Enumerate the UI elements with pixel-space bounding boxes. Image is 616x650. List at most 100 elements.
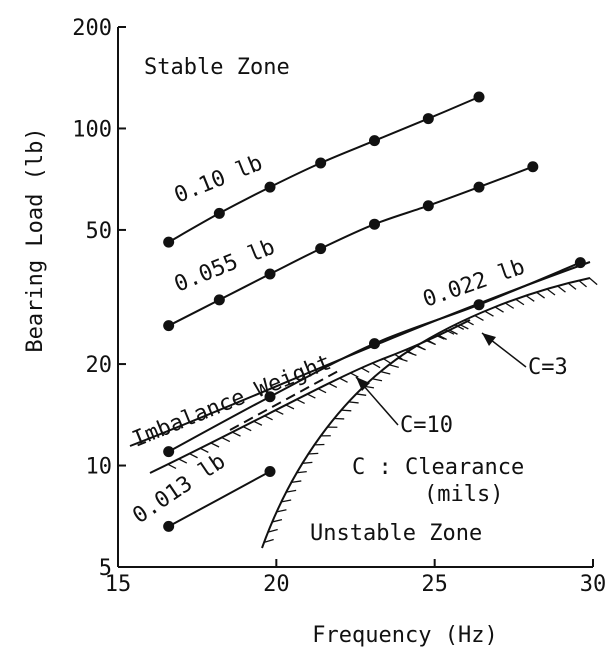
- boundary-curve-c10-dashed: [229, 369, 341, 431]
- axes: [117, 27, 593, 568]
- y-tick-label: 50: [86, 219, 113, 244]
- data-point: [473, 181, 485, 193]
- y-tick-label: 200: [72, 16, 112, 41]
- unstable-zone-label: Unstable Zone: [310, 521, 482, 546]
- hatch-mark: [307, 393, 316, 399]
- data-point: [264, 466, 276, 478]
- y-ticks: 5 10 20 50 100 200: [72, 16, 126, 581]
- hatch-mark: [339, 377, 348, 383]
- series-line: [168, 470, 271, 528]
- data-point: [163, 320, 175, 332]
- hatch-mark: [350, 372, 359, 378]
- y-axis-title: Bearing Load (lb): [23, 127, 48, 352]
- x-tick-label: 25: [421, 572, 448, 597]
- data-point: [315, 157, 327, 169]
- series-0: [163, 91, 485, 248]
- hatch-mark: [281, 499, 292, 503]
- hatch-mark: [210, 442, 220, 448]
- c10-label: C=10: [400, 413, 453, 438]
- data-point: [473, 299, 485, 311]
- hatch-mark: [484, 310, 494, 317]
- y-tick-label: 10: [86, 455, 113, 480]
- hatch-mark: [454, 324, 465, 330]
- data-point: [369, 135, 380, 147]
- data-point: [422, 200, 434, 212]
- hatch-mark: [178, 458, 188, 464]
- c3-leader-arrow: [481, 332, 527, 368]
- hatch-mark: [438, 334, 447, 341]
- hatch-mark: [276, 509, 287, 513]
- hatch-mark: [380, 370, 391, 375]
- hatch-mark: [263, 538, 274, 543]
- hatch-mark: [504, 302, 515, 309]
- y-tick-label: 20: [86, 353, 113, 378]
- clearance-units-label: (mils): [424, 482, 503, 507]
- hatch-mark: [264, 415, 273, 421]
- hatch-mark: [567, 282, 577, 290]
- hatch-mark: [286, 489, 297, 493]
- data-point: [369, 218, 380, 230]
- hatch-mark: [189, 453, 198, 459]
- hatch-mark: [464, 319, 474, 326]
- hatch-mark: [308, 452, 319, 455]
- hatch-mark: [449, 329, 458, 335]
- c3-label: C=3: [528, 355, 568, 380]
- data-point: [422, 113, 434, 125]
- x-axis-title: Frequency (Hz): [312, 623, 497, 648]
- hatch-mark: [397, 357, 408, 362]
- hatch-mark: [302, 461, 313, 464]
- data-point: [163, 236, 175, 248]
- data-point: [264, 391, 276, 403]
- hatch-mark: [444, 329, 455, 335]
- hatch-mark: [546, 288, 556, 296]
- hatch-mark: [589, 277, 598, 286]
- hatch-mark: [383, 358, 392, 365]
- data-point: [163, 520, 175, 532]
- hatch-mark: [388, 364, 399, 369]
- data-point: [369, 338, 380, 350]
- hatch-mark: [425, 339, 436, 345]
- hatch-mark: [296, 470, 307, 474]
- hatch-mark: [525, 295, 535, 302]
- x-ticks: 15 20 25 30: [105, 559, 607, 597]
- hatch-mark: [515, 298, 525, 306]
- hatch-mark: [394, 353, 403, 360]
- series-1: [163, 161, 539, 332]
- data-point: [264, 268, 276, 280]
- hatch-mark: [272, 518, 283, 523]
- imbalance-weight-label: Imbalance Weight: [129, 350, 335, 453]
- data-point: [473, 91, 485, 103]
- boundary-curve-c3: [261, 277, 591, 549]
- hatch-mark: [296, 398, 305, 405]
- hatch-mark: [494, 306, 504, 313]
- hatch-mark: [435, 334, 445, 340]
- series-group: [163, 91, 586, 532]
- hatch-mark: [348, 401, 359, 404]
- hatch-mark: [242, 426, 252, 432]
- data-point: [527, 161, 539, 173]
- x-tick-label: 30: [580, 572, 607, 597]
- hatch-mark: [232, 431, 241, 437]
- data-point: [264, 181, 276, 193]
- hatch-mark: [341, 409, 352, 412]
- hatch-mark: [578, 280, 587, 288]
- data-point: [213, 207, 225, 219]
- hatch-mark: [361, 367, 370, 373]
- stable-zone-label: Stable Zone: [144, 55, 290, 80]
- x-tick-label: 15: [105, 572, 132, 597]
- y-tick-label: 5: [99, 556, 112, 581]
- hatch-mark: [536, 291, 545, 299]
- series-3: [163, 466, 276, 532]
- series-label-0-013-lb: 0.013 lb: [128, 449, 230, 529]
- series-label-0-10-lb: 0.10 lb: [171, 151, 266, 209]
- hatch-mark: [557, 285, 566, 293]
- c10-leader-arrow: [355, 376, 399, 426]
- hatch-mark: [317, 388, 327, 394]
- boundary-curve-c10: [149, 319, 471, 474]
- data-point: [315, 243, 327, 255]
- hatch-mark: [253, 420, 263, 426]
- hatch-mark: [291, 480, 302, 484]
- hatch-mark: [416, 345, 426, 351]
- series-line: [168, 261, 581, 453]
